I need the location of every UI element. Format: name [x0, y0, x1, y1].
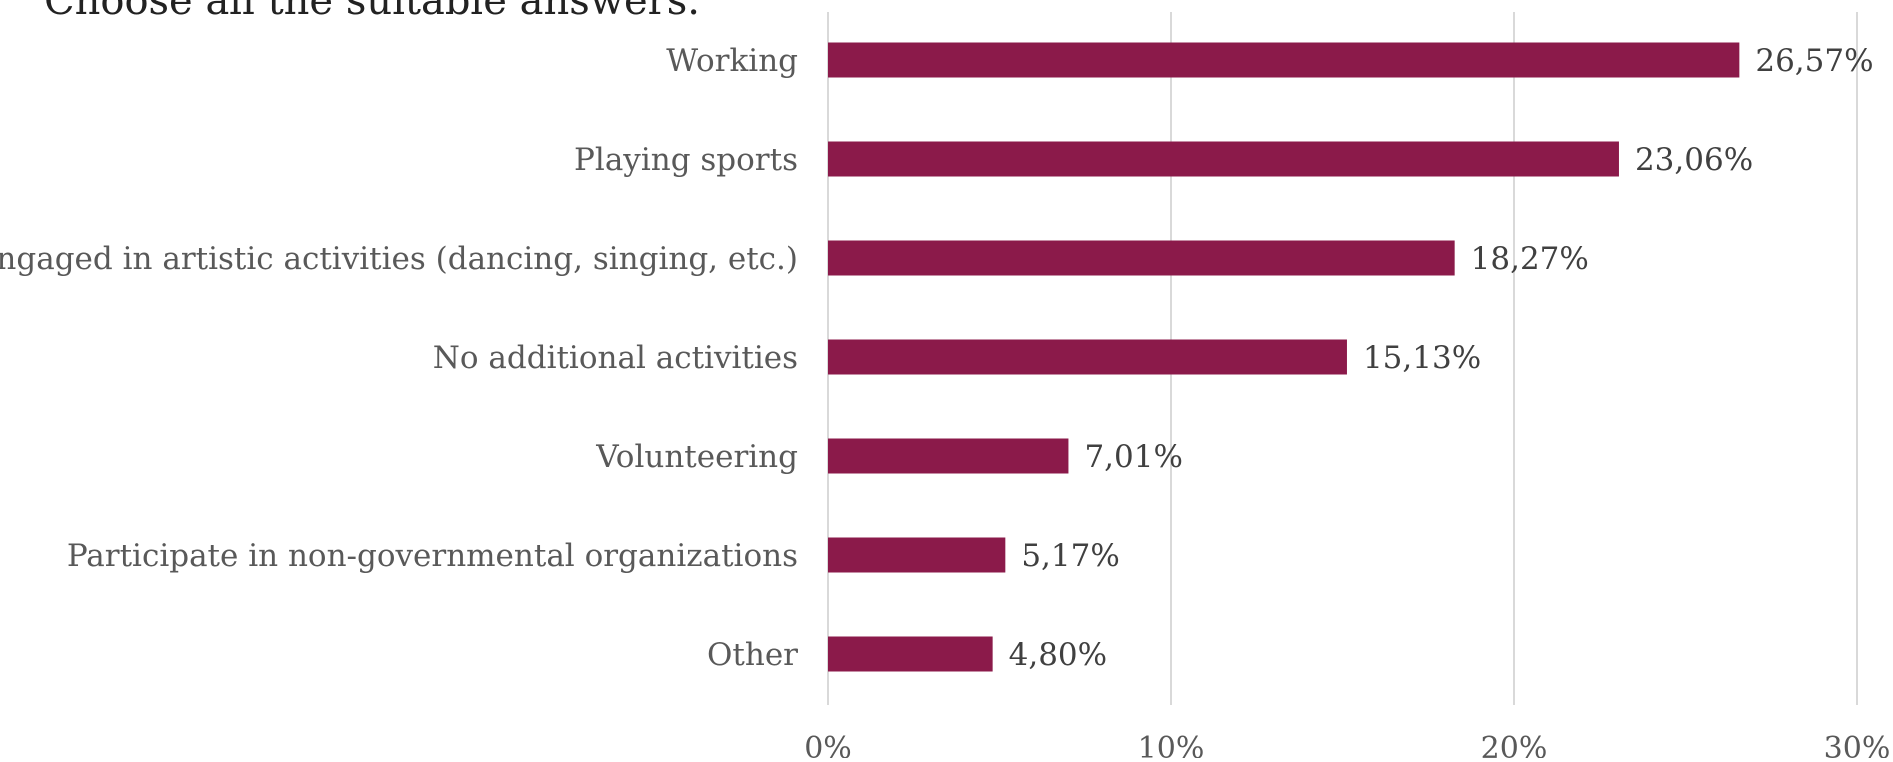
- data-label: 23,06%: [1635, 142, 1753, 178]
- bar: [828, 42, 1740, 78]
- category-label: Participate in non-governmental organiza…: [67, 538, 798, 574]
- label-layer: Working 26,57% Playing sports 23,06% Engaged…: [0, 43, 1874, 673]
- bar: [828, 438, 1069, 474]
- x-tick-label: 0%: [804, 731, 852, 758]
- bar-layer: [828, 42, 1740, 672]
- category-label: Playing sports: [574, 142, 798, 178]
- x-axis-ticks: 0% 10% 20% 30%: [804, 731, 1891, 762]
- category-label: Working: [666, 43, 798, 79]
- category-label: Other: [707, 637, 798, 673]
- x-tick-label: 10%: [1138, 731, 1205, 758]
- category-label: No additional activities: [433, 340, 798, 376]
- bar: [828, 141, 1619, 177]
- data-label: 7,01%: [1084, 439, 1182, 475]
- data-label: 5,17%: [1021, 538, 1119, 574]
- bar: [828, 537, 1006, 573]
- data-label: 15,13%: [1363, 340, 1481, 376]
- x-tick-label: 30%: [1824, 731, 1891, 758]
- chart-title: Choose all the suitable answers.: [44, 0, 701, 24]
- x-tick-label: 20%: [1481, 731, 1548, 758]
- data-label: 4,80%: [1009, 637, 1107, 673]
- bar: [828, 339, 1347, 375]
- data-label: 18,27%: [1471, 241, 1589, 277]
- category-label: Engaged in artistic activities (dancing,…: [0, 241, 798, 277]
- data-label: 26,57%: [1755, 43, 1873, 79]
- bar: [828, 240, 1455, 276]
- bar: [828, 636, 993, 672]
- category-label: Volunteering: [595, 439, 798, 475]
